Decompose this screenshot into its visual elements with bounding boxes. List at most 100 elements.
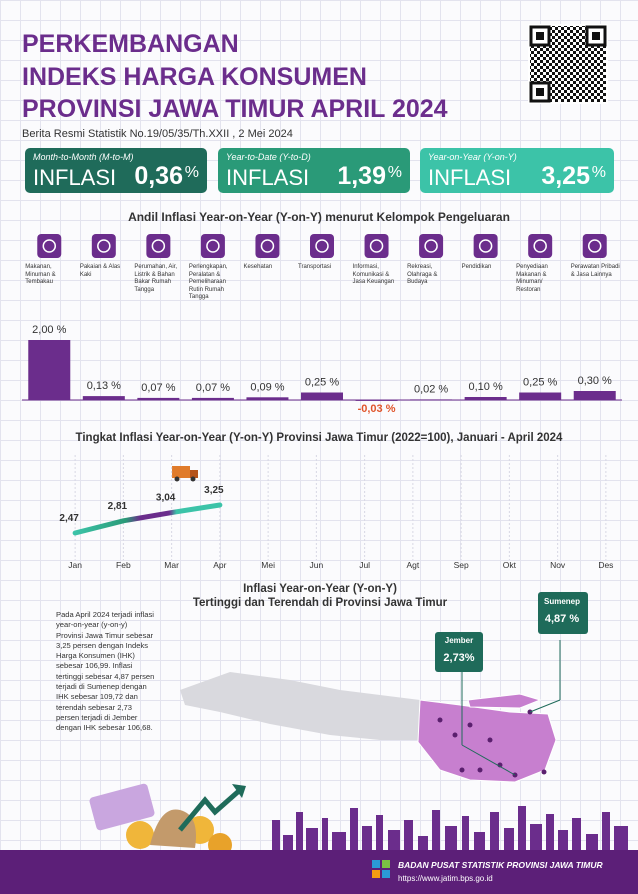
category-label: Pakaian & Alas Kaki bbox=[79, 264, 121, 278]
map: Sumenep 4,87 % Jember 2,73% bbox=[180, 592, 588, 783]
bar-value-label: 0,25 % bbox=[523, 377, 557, 389]
footer-org: BADAN PUSAT STATISTIK PROVINSI JAWA TIMU… bbox=[398, 860, 603, 870]
category-icon-glyph bbox=[478, 239, 493, 253]
category-icon bbox=[310, 234, 334, 258]
callout-box bbox=[435, 632, 483, 672]
bar-value-label: 0,25 % bbox=[305, 377, 339, 389]
bar-value-label: 0,02 % bbox=[414, 383, 448, 395]
x-tick-label: Sep bbox=[454, 560, 469, 570]
category-icon-glyph bbox=[587, 239, 602, 253]
card-label: Year-on-Year (Y-on-Y) bbox=[428, 152, 517, 162]
category-icon bbox=[582, 234, 607, 258]
point-label: 2,81 bbox=[108, 501, 128, 512]
category-icon bbox=[528, 234, 553, 258]
bar bbox=[82, 396, 125, 400]
callout-name: Sumenep bbox=[544, 597, 580, 606]
category-label: Transportasi bbox=[298, 264, 332, 270]
bar bbox=[355, 400, 398, 401]
card-word: INFLASI bbox=[33, 165, 117, 190]
bps-logo bbox=[372, 860, 390, 878]
x-tick-label: Jan bbox=[68, 560, 82, 570]
category-label: Makanan, Minuman & Tembakau bbox=[25, 264, 56, 285]
point-label: 2,47 bbox=[59, 513, 79, 524]
card-unit: % bbox=[387, 164, 402, 181]
category-label: Informasi, Komunikasi & Jasa Keuangan bbox=[352, 264, 395, 285]
category-label: Perawatan Pribadi & Jasa Lainnya bbox=[570, 264, 620, 278]
category-icon-glyph bbox=[206, 239, 220, 253]
x-tick-label: Agt bbox=[406, 560, 419, 570]
category-label: Rekreasi, Olahraga & Budaya bbox=[407, 264, 438, 285]
category-icon bbox=[37, 234, 62, 258]
bar-value-label: 0,10 % bbox=[469, 381, 503, 393]
bar-value-label: 0,13 % bbox=[87, 380, 121, 392]
callout-line bbox=[529, 699, 561, 713]
qr-code bbox=[528, 24, 608, 104]
category-icon-glyph bbox=[369, 239, 384, 253]
category-icon bbox=[419, 234, 444, 258]
card: Year-to-Date (Y-to-D) INFLASI 1,39 % bbox=[218, 148, 410, 193]
line-chart-title: Tingkat Inflasi Year-on-Year (Y-on-Y) Pr… bbox=[75, 432, 563, 444]
category-label: Perumahan, Air, Listrik & Bahan Bakar Ru… bbox=[134, 264, 178, 293]
category-icon-glyph bbox=[315, 239, 329, 253]
point-label: 3,04 bbox=[156, 493, 176, 504]
bar bbox=[464, 397, 507, 400]
callout-name: Jember bbox=[445, 636, 473, 645]
x-tick-label: Jul bbox=[359, 560, 370, 570]
card-value: 1,39 bbox=[337, 162, 386, 190]
x-tick-label: Feb bbox=[116, 560, 131, 570]
category-icon-glyph bbox=[151, 239, 166, 253]
x-tick-label: Okt bbox=[503, 560, 517, 570]
truck-icon bbox=[172, 466, 198, 482]
category-label: Pendidikan bbox=[461, 264, 492, 270]
callout-value: 4,87 % bbox=[545, 613, 579, 625]
category-icon-glyph bbox=[424, 239, 438, 253]
callout-value: 2,73% bbox=[443, 652, 474, 664]
bar bbox=[519, 392, 562, 400]
category-label: Perlengkapan, Peralatan & Pemeliharaan R… bbox=[188, 264, 228, 300]
bar-chart-title: Andil Inflasi Year-on-Year (Y-on-Y) menu… bbox=[128, 210, 510, 224]
category-label: Penyediaan Makanan & Minuman/ Restoran bbox=[516, 264, 548, 293]
category-icon bbox=[255, 234, 280, 258]
title-line: PROVINSI JAWA TIMUR APRIL 2024 bbox=[22, 95, 448, 123]
card-word: INFLASI bbox=[226, 165, 310, 190]
category-icon-glyph bbox=[260, 239, 275, 253]
bar bbox=[28, 340, 71, 400]
footer-band bbox=[0, 850, 638, 894]
card-unit: % bbox=[184, 164, 199, 181]
bar-value-label: -0,03 % bbox=[358, 403, 396, 415]
card-value: 3,25 bbox=[541, 162, 590, 190]
card: Month-to-Month (M-to-M) INFLASI 0,36 % bbox=[25, 148, 207, 193]
category-icon bbox=[91, 234, 116, 258]
subtitle: Berita Resmi Statistik No.19/05/35/Th.XX… bbox=[22, 128, 293, 140]
category-icon bbox=[473, 234, 498, 258]
category-icon-glyph bbox=[533, 239, 547, 253]
x-tick-label: Jun bbox=[310, 560, 324, 570]
category-icon bbox=[364, 234, 389, 258]
card-label: Month-to-Month (M-to-M) bbox=[33, 152, 134, 162]
category-icon bbox=[200, 234, 225, 258]
bar bbox=[191, 397, 234, 400]
category-icon-glyph bbox=[97, 239, 111, 253]
x-tick-label: Des bbox=[598, 560, 613, 570]
skyline bbox=[272, 806, 628, 850]
title-line: INDEKS HARGA KONSUMEN bbox=[22, 63, 367, 91]
card: Year-on-Year (Y-on-Y) INFLASI 3,25 % bbox=[420, 148, 614, 193]
map-title: Tertinggi dan Terendah di Provinsi Jawa … bbox=[192, 597, 448, 609]
point-label: 3,25 bbox=[204, 485, 224, 496]
x-tick-label: Mar bbox=[164, 560, 179, 570]
bar-value-label: 0,09 % bbox=[250, 381, 284, 393]
bar bbox=[573, 391, 616, 400]
bar-value-label: 0,30 % bbox=[578, 375, 612, 387]
map-madura bbox=[467, 693, 542, 709]
callout-line bbox=[461, 744, 516, 776]
bar-value-label: 2,00 % bbox=[32, 324, 66, 336]
map-title: Inflasi Year-on-Year (Y-on-Y) bbox=[243, 583, 397, 595]
category-label: Kesehatan bbox=[243, 264, 273, 270]
bar bbox=[410, 399, 453, 400]
line bbox=[72, 502, 223, 536]
title-line: PERKEMBANGAN bbox=[22, 30, 239, 58]
footer-url: https://www.jatim.bps.go.id bbox=[398, 874, 493, 883]
bar bbox=[246, 397, 289, 400]
